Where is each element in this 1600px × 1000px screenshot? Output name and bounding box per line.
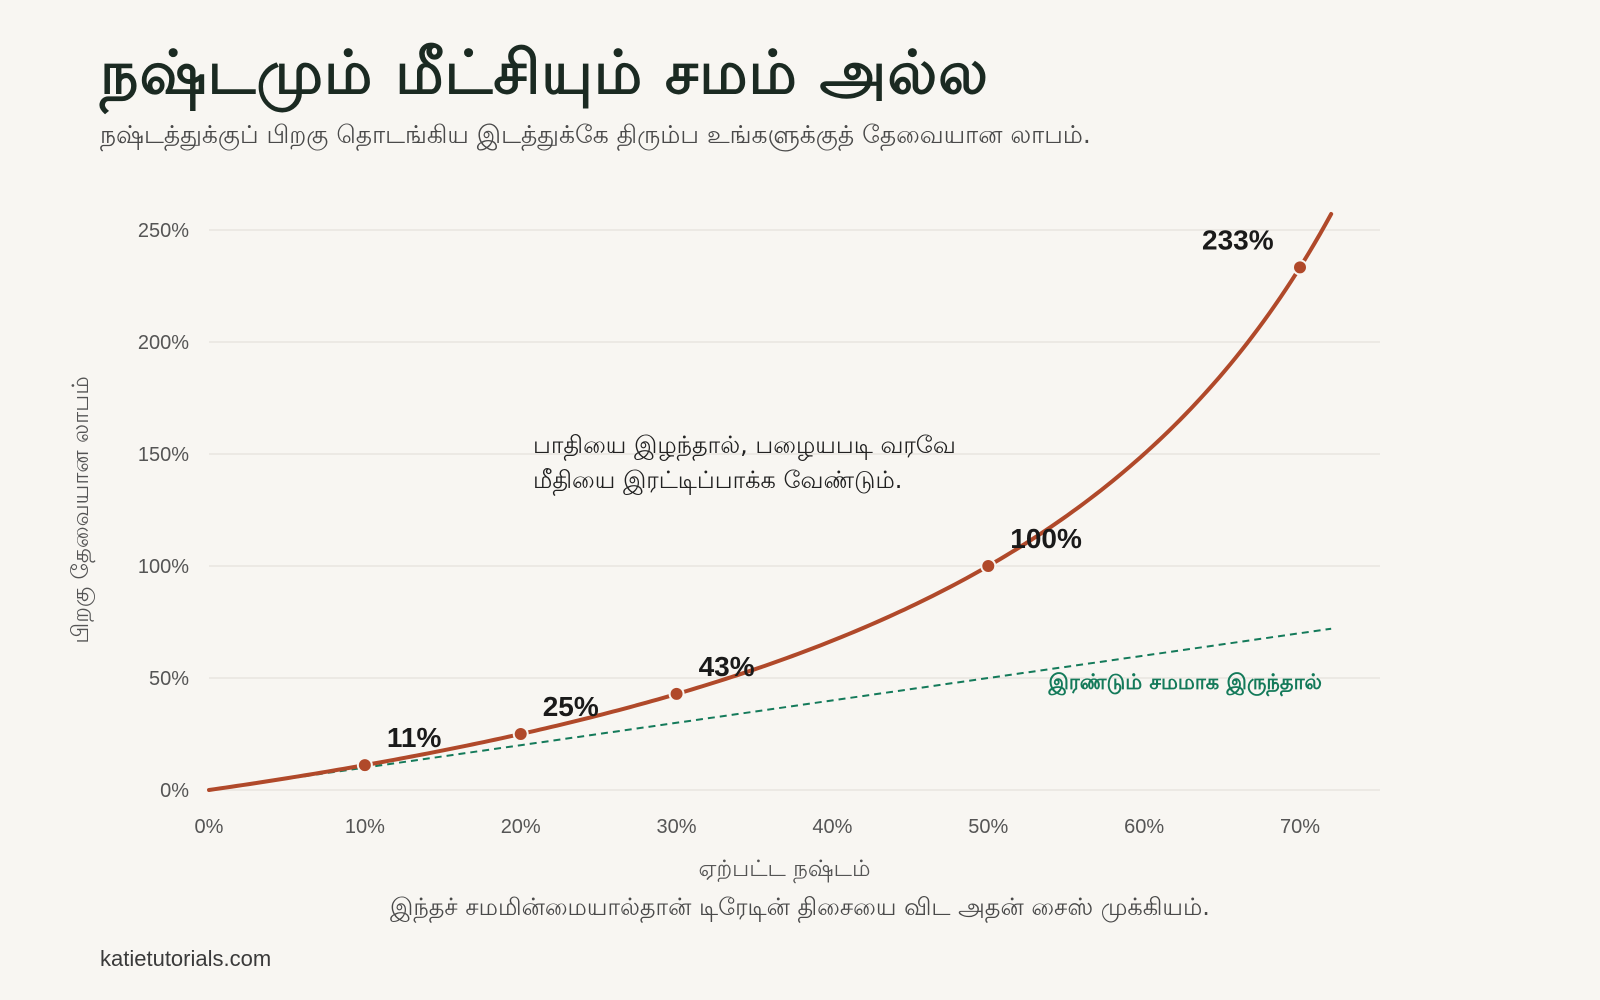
highlight-point — [1292, 259, 1308, 276]
x-tick-label: 0% — [195, 816, 224, 838]
data-label: 11% — [387, 722, 442, 753]
highlight-point — [668, 685, 685, 702]
highlight-point — [980, 558, 997, 574]
y-tick-label: 150% — [138, 444, 189, 466]
chart-subtitle: நஷ்டத்துக்குப் பிறகு தொடங்கிய இடத்துக்கே… — [100, 120, 1091, 149]
y-axis-title: பிறகு தேவையான லாபம் — [68, 376, 95, 643]
x-tick-label: 60% — [1124, 816, 1164, 838]
data-label: 100% — [1010, 523, 1082, 554]
x-axis-ticks: 0% 10% 20% 30% 40% 50% 60% 70% — [195, 816, 1321, 838]
annotation-line-1: பாதியை இழந்தால், பழையபடி வரவே — [533, 431, 956, 461]
reference-line-label: இரண்டும் சமமாக இருந்தால் — [1047, 670, 1322, 697]
x-axis-title: ஏற்பட்ட நஷ்டம் — [699, 856, 871, 883]
data-labels: 11% 25% 43% 100% 233% — [387, 224, 1274, 753]
annotation-line-2: மீதியை இரட்டிப்பாக்க வேண்டும். — [533, 466, 902, 496]
y-axis-ticks: 0% 50% 100% 150% 200% 250% — [138, 220, 189, 802]
chart-title: நஷ்டமும் மீட்சியும் சமம் அல்ல — [100, 38, 989, 108]
x-tick-label: 40% — [812, 816, 852, 838]
data-label: 233% — [1202, 224, 1274, 255]
x-tick-label: 20% — [501, 816, 541, 838]
x-tick-label: 70% — [1280, 816, 1320, 838]
highlighted-points — [356, 259, 1308, 774]
source-credit: katietutorials.com — [100, 946, 272, 971]
x-tick-label: 50% — [968, 816, 1008, 838]
y-tick-label: 200% — [138, 332, 189, 354]
y-tick-label: 50% — [149, 668, 189, 690]
series-lines — [207, 212, 1334, 792]
y-tick-label: 0% — [160, 780, 189, 802]
y-tick-label: 100% — [138, 556, 189, 578]
y-tick-label: 250% — [138, 220, 189, 242]
footnote: இந்தச் சமமின்மையால்தான் டிரேடின் திசையை … — [390, 893, 1210, 921]
grid-lines — [209, 229, 1380, 791]
highlight-point — [356, 757, 373, 774]
x-tick-label: 10% — [345, 816, 385, 838]
x-tick-label: 30% — [657, 816, 697, 838]
data-label: 25% — [543, 691, 599, 722]
required-gain-curve — [207, 212, 1334, 792]
data-label: 43% — [699, 651, 755, 682]
highlight-point — [512, 726, 529, 742]
reference-line — [208, 627, 1332, 791]
